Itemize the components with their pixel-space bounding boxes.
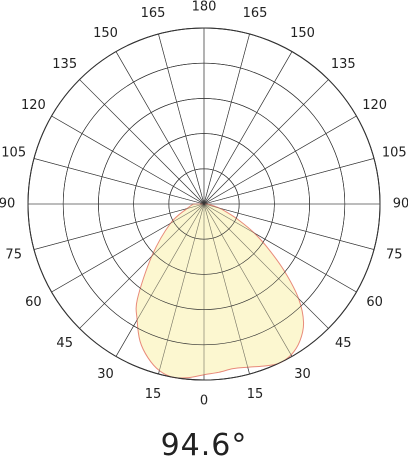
grid-spoke bbox=[115, 203, 205, 357]
angle-label-left-0: 0 bbox=[200, 394, 208, 409]
angle-label-left-165: 165 bbox=[141, 6, 166, 21]
angle-label-right-105: 105 bbox=[382, 146, 407, 161]
angle-label-right-135: 135 bbox=[331, 57, 356, 72]
grid-spoke bbox=[203, 203, 375, 250]
grid-spoke bbox=[203, 51, 293, 205]
grid-ring-2 bbox=[133, 133, 275, 275]
angle-label-right-150: 150 bbox=[290, 26, 315, 41]
angle-label-right-120: 120 bbox=[362, 98, 387, 113]
beam-angle-value: 94.6° bbox=[160, 428, 248, 463]
angle-label-right-30: 30 bbox=[294, 367, 311, 382]
angle-label-right-165: 165 bbox=[243, 6, 268, 21]
angle-label-left-180: 180 bbox=[192, 0, 217, 15]
angle-label-right-15: 15 bbox=[247, 387, 264, 402]
grid-spoke bbox=[203, 79, 329, 205]
grid-spoke bbox=[203, 203, 357, 293]
grid-spokes-overlay bbox=[28, 28, 380, 380]
intensity-curve-0 bbox=[135, 203, 305, 379]
grid-spoke bbox=[51, 115, 205, 205]
grid-spoke bbox=[51, 203, 205, 293]
grid-ring-4 bbox=[62, 62, 346, 346]
grid-spoke bbox=[203, 203, 250, 375]
grid-spoke bbox=[203, 33, 250, 205]
angle-label-left-120: 120 bbox=[21, 98, 46, 113]
angle-label-right-90: 90 bbox=[393, 197, 408, 212]
angle-label-left-90: 90 bbox=[0, 197, 15, 212]
grid-spoke bbox=[79, 203, 205, 329]
grid-spoke bbox=[203, 158, 375, 205]
angle-label-left-105: 105 bbox=[1, 146, 26, 161]
grid-spoke bbox=[203, 203, 329, 329]
grid-spoke bbox=[203, 115, 357, 205]
grid-rings-overlay bbox=[27, 27, 381, 381]
angle-label-right-45: 45 bbox=[335, 336, 352, 351]
angle-label-left-135: 135 bbox=[52, 57, 77, 72]
grid-spoke bbox=[158, 33, 205, 205]
angle-label-right-60: 60 bbox=[366, 295, 383, 310]
angle-label-left-15: 15 bbox=[145, 387, 162, 402]
grid-spoke bbox=[158, 203, 205, 375]
grid-spoke bbox=[79, 79, 205, 205]
angle-label-left-60: 60 bbox=[25, 295, 42, 310]
grid-spoke bbox=[203, 203, 293, 357]
grid-ring-1 bbox=[168, 168, 240, 240]
angle-label-left-45: 45 bbox=[56, 336, 73, 351]
grid-spoke bbox=[115, 51, 205, 205]
grid-spoke bbox=[33, 158, 205, 205]
grid-spoke bbox=[33, 203, 205, 250]
series-layer bbox=[27, 27, 381, 381]
angle-label-left-150: 150 bbox=[93, 26, 118, 41]
grid-ring-3 bbox=[98, 98, 310, 310]
angle-label-left-75: 75 bbox=[5, 247, 22, 262]
angle-label-left-30: 30 bbox=[97, 367, 114, 382]
angle-label-right-75: 75 bbox=[386, 247, 403, 262]
grid-ring-5 bbox=[27, 27, 381, 381]
